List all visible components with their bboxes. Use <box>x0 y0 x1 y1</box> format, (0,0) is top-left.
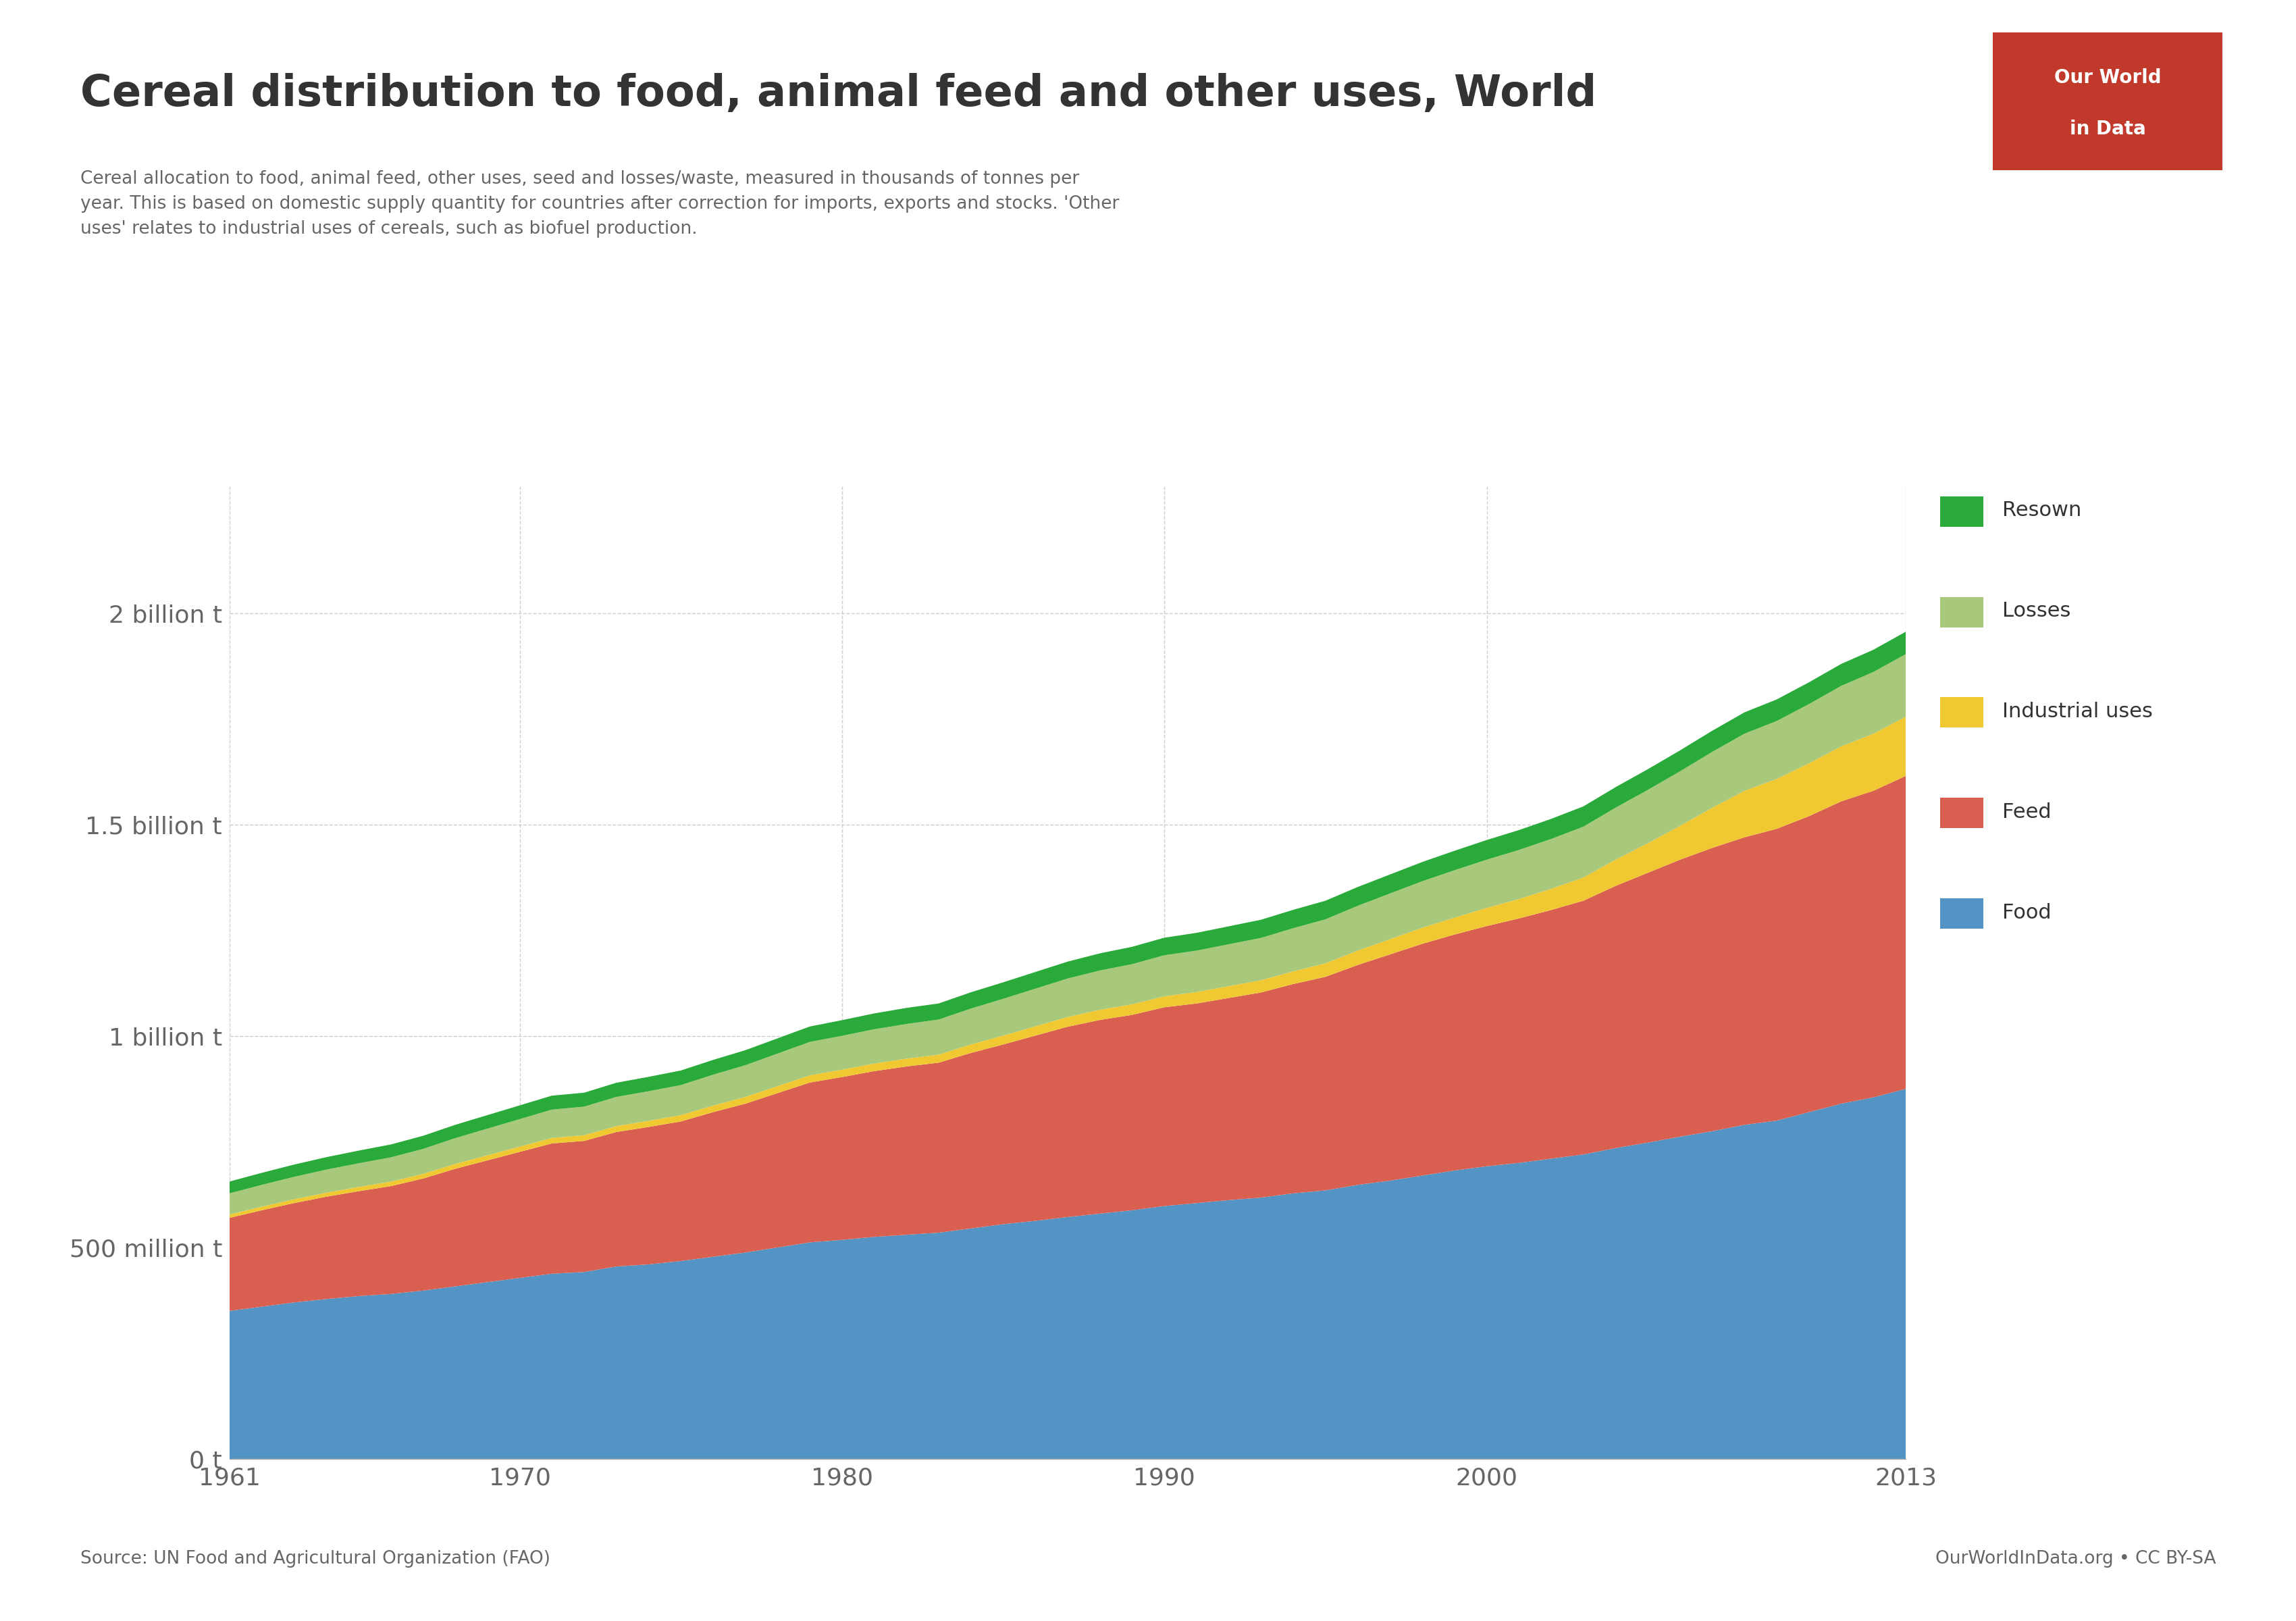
Text: Cereal distribution to food, animal feed and other uses, World: Cereal distribution to food, animal feed… <box>80 73 1596 115</box>
Text: Our World: Our World <box>2055 68 2161 88</box>
Text: Food: Food <box>2002 903 2050 922</box>
Text: Resown: Resown <box>2002 501 2082 520</box>
Text: OurWorldInData.org • CC BY-SA: OurWorldInData.org • CC BY-SA <box>1936 1550 2216 1568</box>
Text: Feed: Feed <box>2002 802 2050 822</box>
Text: Cereal allocation to food, animal feed, other uses, seed and losses/waste, measu: Cereal allocation to food, animal feed, … <box>80 170 1118 238</box>
Text: Losses: Losses <box>2002 601 2071 621</box>
Text: Source: UN Food and Agricultural Organization (FAO): Source: UN Food and Agricultural Organiz… <box>80 1550 551 1568</box>
Text: Industrial uses: Industrial uses <box>2002 702 2154 721</box>
Text: in Data: in Data <box>2069 120 2147 138</box>
